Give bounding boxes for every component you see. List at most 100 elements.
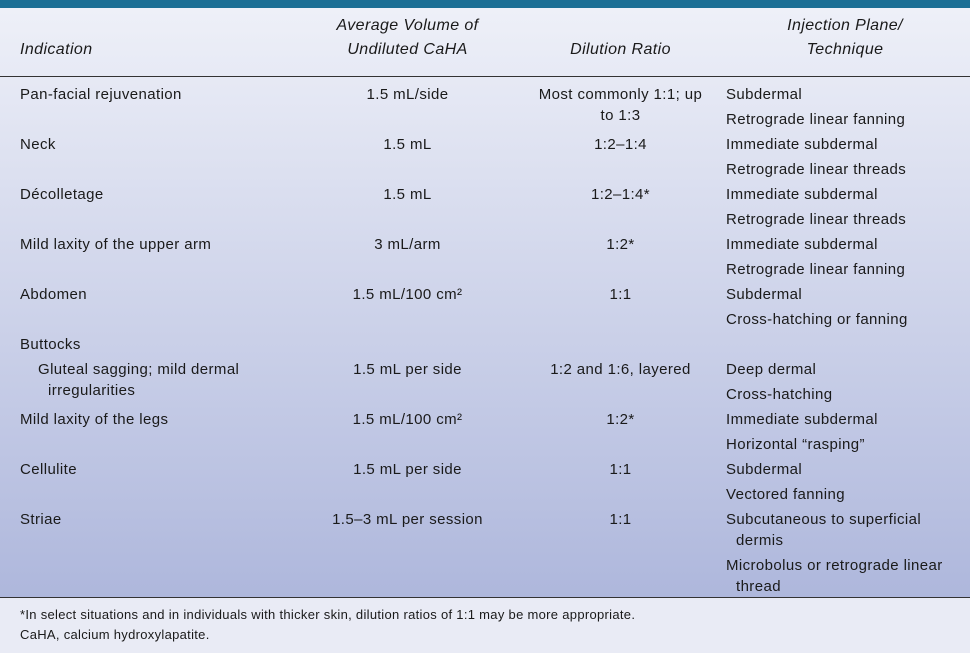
indication: Cellulite	[20, 461, 77, 478]
table-row: Striae 1.5–3 mL per session 1:1 Subcutaneou…	[0, 509, 970, 601]
table: Indication Average Volume of Undiluted C…	[0, 8, 970, 598]
dilution-cell: 1:2–1:4*	[538, 184, 703, 234]
indication-cell: Gluteal sagging; mild dermal irregularit…	[0, 359, 300, 409]
technique: Subdermal	[726, 286, 803, 303]
table-body: Pan-facial rejuvenation 1.5 mL/side Most c…	[0, 84, 970, 601]
top-bar	[0, 0, 970, 8]
header-line: Undiluted CaHA	[347, 41, 468, 58]
technique-cell: Subdermal Retrograde linear fanning	[726, 84, 964, 134]
dilution-cell: 1:2*	[538, 409, 703, 459]
technique: Retrograde linear threads	[726, 161, 907, 178]
volume-cell: 1.5 mL/100 cm²	[300, 284, 515, 334]
indication: Striae	[20, 511, 62, 528]
indication: Mild laxity of the upper arm	[20, 236, 212, 253]
technique-cell: Immediate subdermal Horizontal “rasping”	[726, 409, 964, 459]
indication-cell: Striae	[0, 509, 300, 601]
table-row: Buttocks	[0, 334, 970, 359]
indication-cell: Abdomen	[0, 284, 300, 334]
dilution: 1:2*	[606, 411, 635, 428]
table-row: Neck 1.5 mL 1:2–1:4 Immediate subdermal Retr…	[0, 134, 970, 184]
indication-cell: Neck	[0, 134, 300, 184]
volume: 1.5–3 mL per session	[332, 511, 483, 528]
table-row: Mild laxity of the upper arm 3 mL/arm 1:2*…	[0, 234, 970, 284]
technique: Subdermal	[726, 86, 803, 103]
technique-cell: Immediate subdermal Retrograde linear thr…	[726, 184, 964, 234]
indication: Mild laxity of the legs	[20, 411, 169, 428]
table-row: Abdomen 1.5 mL/100 cm² 1:1 Subdermal Cross-h…	[0, 284, 970, 334]
header-line: Injection Plane/	[787, 17, 903, 34]
dilution-cell: 1:1	[538, 459, 703, 509]
indication: Décolletage	[20, 186, 104, 203]
technique: Cross-hatching or fanning	[726, 311, 908, 328]
volume: 1.5 mL	[383, 136, 432, 153]
volume-cell: 1.5–3 mL per session	[300, 509, 515, 601]
technique: Immediate subdermal	[726, 186, 878, 203]
technique-cell	[726, 334, 964, 359]
technique: Cross-hatching	[726, 386, 833, 403]
dilution: 1:2 and 1:6, layered	[550, 361, 691, 378]
header-line: Technique	[806, 41, 884, 58]
header-technique: Injection Plane/ Technique	[726, 14, 964, 62]
header-line: Average Volume of	[336, 17, 479, 34]
dilution: Most commonly 1:1; up to 1:3	[538, 86, 703, 124]
header-dilution: Dilution Ratio	[570, 41, 671, 58]
volume-cell: 3 mL/arm	[300, 234, 515, 284]
dilution: 1:1	[609, 461, 632, 478]
indication-cell: Cellulite	[0, 459, 300, 509]
table-row: Pan-facial rejuvenation 1.5 mL/side Most c…	[0, 84, 970, 134]
technique: Deep dermal	[726, 361, 817, 378]
table-row: Mild laxity of the legs 1.5 mL/100 cm² 1:2…	[0, 409, 970, 459]
dilution: 1:1	[609, 286, 632, 303]
rule	[0, 597, 970, 598]
header-indication: Indication	[20, 41, 93, 58]
technique-cell: Subcutaneous to superficial dermis Microb…	[726, 509, 964, 601]
table-row: Décolletage 1.5 mL 1:2–1:4* Immediate subde…	[0, 184, 970, 234]
volume: 3 mL/arm	[374, 236, 441, 253]
technique: Subcutaneous to superficial dermis	[726, 511, 922, 549]
indication-cell: Mild laxity of the upper arm	[0, 234, 300, 284]
volume-cell: 1.5 mL/100 cm²	[300, 409, 515, 459]
volume: 1.5 mL/side	[366, 86, 449, 103]
dilution-cell: Most commonly 1:1; up to 1:3	[538, 84, 703, 134]
rule	[0, 76, 970, 77]
table-row: Cellulite 1.5 mL per side 1:1 Subdermal Vect…	[0, 459, 970, 509]
technique-cell: Immediate subdermal Retrograde linear thr…	[726, 134, 964, 184]
technique: Retrograde linear fanning	[726, 111, 906, 128]
technique-cell: Immediate subdermal Retrograde linear fan…	[726, 234, 964, 284]
technique: Immediate subdermal	[726, 411, 878, 428]
technique-cell: Subdermal Cross-hatching or fanning	[726, 284, 964, 334]
dilution-cell: 1:2 and 1:6, layered	[538, 359, 703, 409]
technique: Immediate subdermal	[726, 236, 878, 253]
dilution-cell	[538, 334, 703, 359]
indication-cell: Mild laxity of the legs	[0, 409, 300, 459]
footnotes: *In select situations and in individuals…	[20, 605, 635, 645]
indication: Abdomen	[20, 286, 88, 303]
footnote: *In select situations and in individuals…	[20, 607, 636, 622]
dilution: 1:2*	[606, 236, 635, 253]
volume: 1.5 mL/100 cm²	[352, 411, 463, 428]
volume: 1.5 mL/100 cm²	[352, 286, 463, 303]
technique: Retrograde linear threads	[726, 211, 907, 228]
volume-cell: 1.5 mL per side	[300, 359, 515, 409]
technique-cell: Deep dermal Cross-hatching	[726, 359, 964, 409]
technique: Immediate subdermal	[726, 136, 878, 153]
indication-cell: Buttocks	[0, 334, 300, 359]
volume-cell: 1.5 mL/side	[300, 84, 515, 134]
subindication: Gluteal sagging; mild dermal irregularit…	[38, 361, 240, 399]
volume-cell	[300, 334, 515, 359]
volume-cell: 1.5 mL	[300, 134, 515, 184]
technique: Horizontal “rasping”	[726, 436, 865, 453]
volume: 1.5 mL per side	[353, 361, 462, 378]
technique: Subdermal	[726, 461, 803, 478]
indication-cell: Pan-facial rejuvenation	[0, 84, 300, 134]
dilution-cell: 1:1	[538, 284, 703, 334]
dilution: 1:1	[609, 511, 632, 528]
dilution: 1:2–1:4*	[590, 186, 651, 203]
indication-cell: Décolletage	[0, 184, 300, 234]
dilution-cell: 1:1	[538, 509, 703, 601]
dilution-cell: 1:2*	[538, 234, 703, 284]
technique: Retrograde linear fanning	[726, 261, 906, 278]
indication: Buttocks	[20, 336, 81, 353]
table-row: Gluteal sagging; mild dermal irregularit…	[0, 359, 970, 409]
